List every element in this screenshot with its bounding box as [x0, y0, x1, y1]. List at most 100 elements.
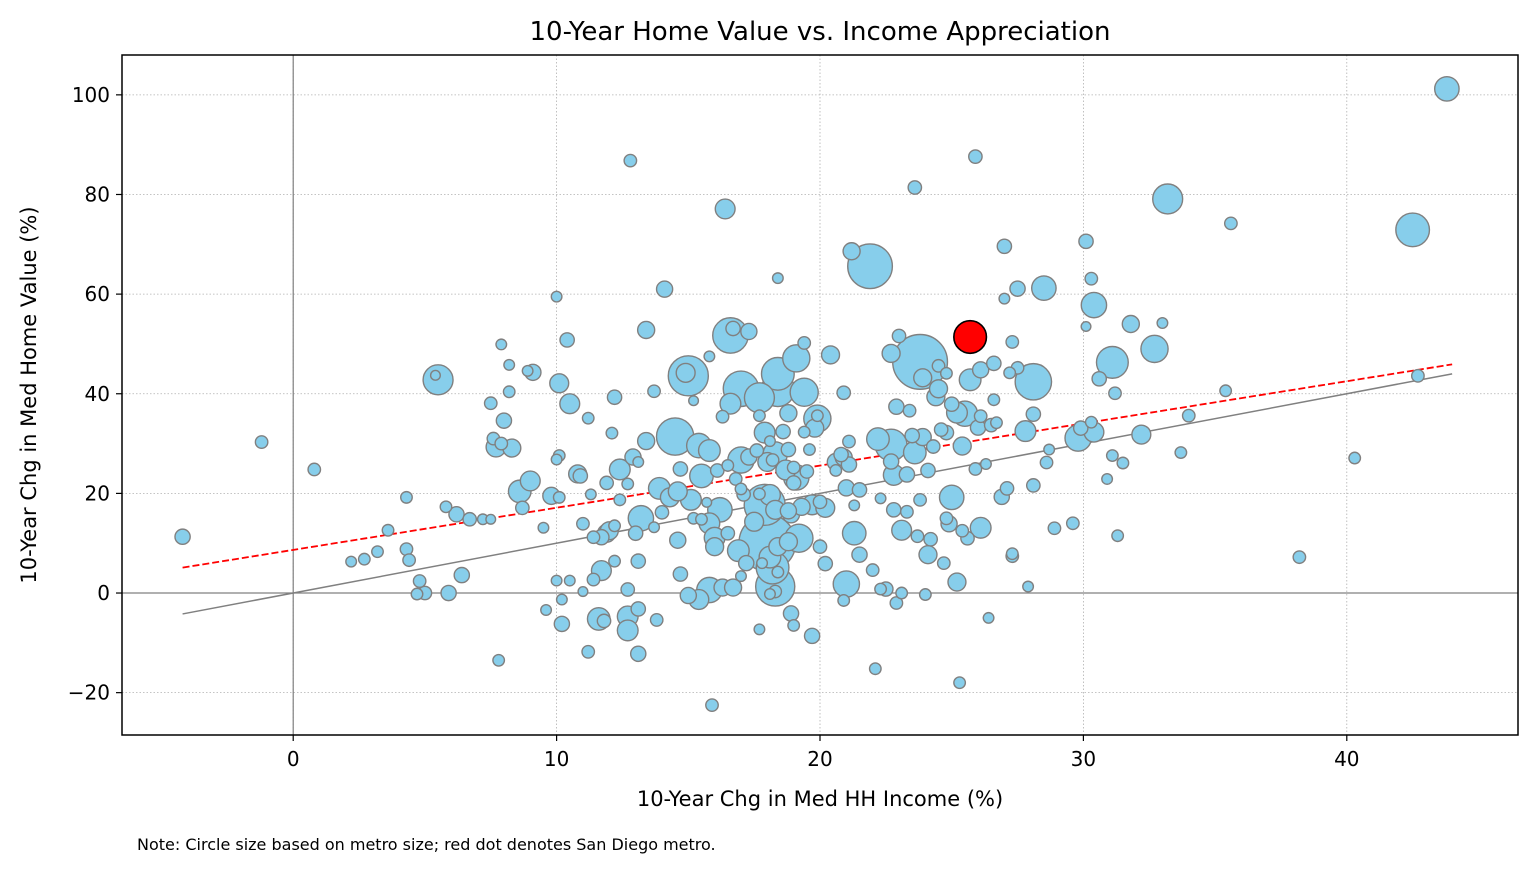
data-point	[1009, 280, 1026, 297]
data-point	[555, 593, 568, 606]
data-point	[1111, 529, 1125, 543]
data-point	[737, 554, 755, 572]
data-point	[1131, 424, 1152, 445]
data-point	[986, 355, 1002, 372]
data-point	[630, 601, 647, 617]
data-point	[654, 504, 670, 520]
data-point	[786, 460, 801, 475]
data-point	[817, 555, 834, 572]
data-point	[1072, 420, 1089, 436]
data-point	[695, 512, 708, 526]
data-point	[720, 525, 736, 541]
data-point	[1005, 335, 1020, 349]
data-point	[874, 582, 888, 596]
data-point	[1047, 521, 1062, 536]
data-point	[1065, 516, 1080, 531]
data-point	[453, 566, 471, 584]
data-point	[913, 368, 933, 388]
data-point	[581, 411, 595, 425]
data-point	[888, 398, 905, 416]
data-point	[787, 618, 801, 632]
data-point	[655, 280, 674, 298]
data-point	[842, 434, 856, 449]
x-tick-label: 10	[544, 747, 569, 771]
data-point	[1140, 334, 1169, 364]
data-point	[803, 443, 816, 457]
data-point	[586, 572, 601, 587]
data-point	[1223, 216, 1238, 231]
data-point	[714, 198, 736, 220]
data-point	[1152, 183, 1184, 215]
data-point	[778, 532, 799, 552]
data-point	[1025, 478, 1041, 493]
data-point	[936, 556, 951, 571]
data-point	[599, 475, 615, 491]
data-point	[782, 605, 800, 622]
data-point	[630, 553, 647, 569]
data-point	[723, 578, 743, 597]
data-point	[550, 453, 563, 466]
data-point	[1003, 366, 1017, 380]
data-point	[851, 546, 868, 563]
data-point	[920, 462, 936, 479]
data-point	[559, 393, 581, 415]
data-point	[902, 403, 917, 418]
y-axis-label: 10-Year Chg in Med Home Value (%)	[17, 206, 41, 583]
y-tick-label: 0	[97, 581, 110, 605]
data-point	[572, 468, 589, 484]
data-point	[495, 338, 508, 351]
data-point	[799, 464, 815, 479]
x-tick-label: 20	[807, 747, 832, 771]
data-point	[1005, 547, 1019, 561]
data-point	[550, 290, 563, 303]
data-point	[1108, 386, 1122, 401]
data-point	[494, 436, 509, 451]
data-point	[928, 379, 949, 399]
data-point	[889, 596, 904, 610]
data-point	[521, 364, 534, 377]
data-point	[829, 464, 843, 477]
data-point	[608, 519, 622, 533]
data-point	[606, 389, 623, 406]
data-point	[672, 566, 689, 582]
data-point	[492, 653, 506, 667]
data-point	[842, 242, 861, 261]
data-point	[1091, 370, 1108, 387]
data-point	[933, 422, 949, 438]
data-point	[881, 343, 901, 364]
data-point	[833, 446, 849, 463]
y-axis-ticks: −20 0 20 40 60 80 100	[68, 83, 122, 705]
data-point	[381, 523, 395, 537]
data-point	[514, 500, 530, 516]
data-point	[743, 382, 776, 414]
data-point	[765, 453, 780, 467]
data-point	[537, 521, 550, 534]
data-point	[577, 585, 589, 598]
data-point	[400, 490, 413, 504]
data-point	[785, 475, 802, 491]
fit-line	[182, 363, 1453, 569]
data-point	[775, 423, 791, 440]
data-point	[971, 361, 990, 379]
data-point	[938, 484, 965, 511]
data-point	[540, 603, 553, 616]
trend-lines	[182, 363, 1453, 615]
data-point	[703, 350, 716, 363]
data-point	[820, 345, 841, 365]
data-point	[749, 443, 765, 458]
data-point	[721, 459, 735, 472]
y-tick-label: 100	[72, 83, 110, 107]
data-point	[1084, 271, 1099, 286]
data-point	[605, 426, 619, 440]
data-point	[623, 153, 638, 168]
data-point	[810, 409, 824, 423]
data-point	[495, 412, 513, 429]
data-point	[898, 466, 916, 483]
data-point	[485, 513, 497, 525]
data-point	[865, 563, 880, 578]
y-tick-label: −20	[68, 681, 110, 705]
data-point	[891, 519, 913, 541]
data-point	[943, 396, 960, 413]
data-point	[812, 494, 828, 510]
data-point	[996, 238, 1013, 255]
